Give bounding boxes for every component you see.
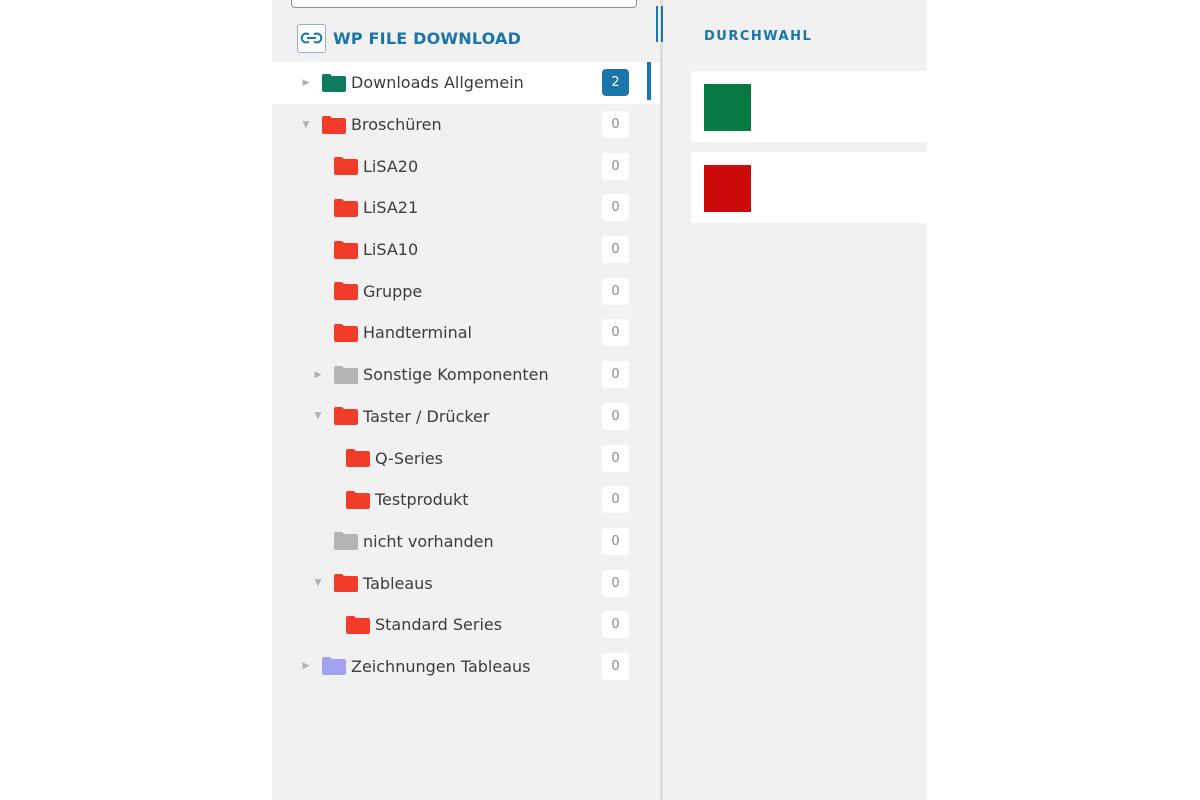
category-item[interactable]: nicht vorhanden 0 (272, 521, 660, 563)
category-label: Testprodukt (375, 490, 469, 510)
category-label: Q-Series (375, 448, 444, 468)
category-label: Tableaus (363, 573, 433, 593)
caret-down-icon[interactable]: ▼ (314, 578, 322, 589)
category-item[interactable]: Q-Series 0 (272, 437, 660, 479)
category-item[interactable]: Handterminal 0 (272, 312, 660, 354)
category-item[interactable]: ▼ Taster / Drücker 0 (272, 396, 660, 438)
file-count-badge: 0 (602, 486, 629, 514)
category-label: LiSA21 (363, 198, 419, 218)
category-label: Handterminal (363, 323, 472, 343)
folder-icon (346, 449, 370, 468)
folder-icon (334, 365, 358, 384)
category-label: LiSA20 (363, 156, 419, 176)
folder-icon (346, 490, 370, 509)
caret-right-icon[interactable]: ▶ (302, 77, 310, 88)
folder-icon (334, 282, 358, 301)
panel-divider (660, 0, 663, 800)
category-title: DURCHWAHL (704, 29, 813, 44)
folder-icon (334, 323, 358, 342)
category-label: Zeichnungen Tableaus (351, 656, 531, 676)
file-count-badge: 2 (602, 69, 629, 97)
file-count-badge: 0 (602, 361, 629, 389)
category-label: Sonstige Komponenten (363, 365, 549, 385)
file-count-badge: 0 (602, 402, 629, 430)
category-tree: ▶ Downloads Allgemein 2 ▼ Broschüren 0 LiSA20 0… (272, 62, 660, 687)
file-count-badge: 0 (602, 236, 629, 264)
file-count-badge: 0 (602, 569, 629, 597)
file-count-badge: 0 (602, 194, 629, 222)
caret-right-icon[interactable]: ▶ (314, 369, 322, 380)
category-label: LiSA10 (363, 240, 419, 260)
folder-icon (346, 615, 370, 634)
file-count-badge: 0 (602, 319, 629, 347)
search-input[interactable] (291, 0, 637, 8)
file-count-badge: 0 (602, 527, 629, 555)
category-item[interactable]: LiSA21 0 (272, 187, 660, 229)
category-item[interactable]: Testprodukt 0 (272, 479, 660, 521)
category-item[interactable]: LiSA10 0 (272, 229, 660, 271)
main-panel: DURCHWAHL (663, 0, 927, 800)
file-count-badge: 0 (602, 652, 629, 680)
category-sidebar: WP FILE DOWNLOAD ▶ Downloads Allgemein 2 ▼ B… (272, 0, 660, 800)
caret-right-icon[interactable]: ▶ (302, 661, 310, 672)
category-label: Standard Series (375, 615, 503, 635)
resize-handle[interactable] (656, 6, 666, 42)
category-label: nicht vorhanden (363, 531, 494, 551)
category-label: Gruppe (363, 281, 423, 301)
file-type-icon (704, 84, 751, 131)
file-count-badge: 0 (602, 111, 629, 139)
file-count-badge: 0 (602, 611, 629, 639)
brand-header: WP FILE DOWNLOAD (297, 22, 521, 54)
category-item[interactable]: ▼ Broschüren 0 (272, 104, 660, 146)
folder-icon (322, 73, 346, 92)
file-count-badge: 0 (602, 277, 629, 305)
category-item[interactable]: Gruppe 0 (272, 270, 660, 312)
caret-down-icon[interactable]: ▼ (314, 411, 322, 422)
category-item[interactable]: ▶ Downloads Allgemein 2 (272, 62, 660, 104)
folder-icon (322, 657, 346, 676)
category-label: Downloads Allgemein (351, 73, 524, 93)
folder-icon (322, 115, 346, 134)
category-label: Broschüren (351, 115, 442, 135)
file-type-icon (704, 165, 751, 212)
category-item[interactable]: LiSA20 0 (272, 145, 660, 187)
category-item[interactable]: ▼ Tableaus 0 (272, 562, 660, 604)
file-card[interactable] (691, 71, 927, 142)
brand-title: WP FILE DOWNLOAD (333, 28, 522, 48)
file-count-badge: 0 (602, 444, 629, 472)
file-card[interactable] (691, 152, 927, 223)
folder-icon (334, 198, 358, 217)
caret-down-icon[interactable]: ▼ (302, 119, 310, 130)
folder-icon (334, 157, 358, 176)
folder-icon (334, 407, 358, 426)
category-item[interactable]: Standard Series 0 (272, 604, 660, 646)
folder-icon (334, 532, 358, 551)
folder-icon (334, 240, 358, 259)
category-item[interactable]: ▶ Zeichnungen Tableaus 0 (272, 646, 660, 688)
category-label: Taster / Drücker (363, 406, 490, 426)
file-count-badge: 0 (602, 152, 629, 180)
folder-icon (334, 574, 358, 593)
active-indicator (647, 62, 651, 100)
wpfd-logo-icon (297, 23, 326, 53)
category-item[interactable]: ▶ Sonstige Komponenten 0 (272, 354, 660, 396)
